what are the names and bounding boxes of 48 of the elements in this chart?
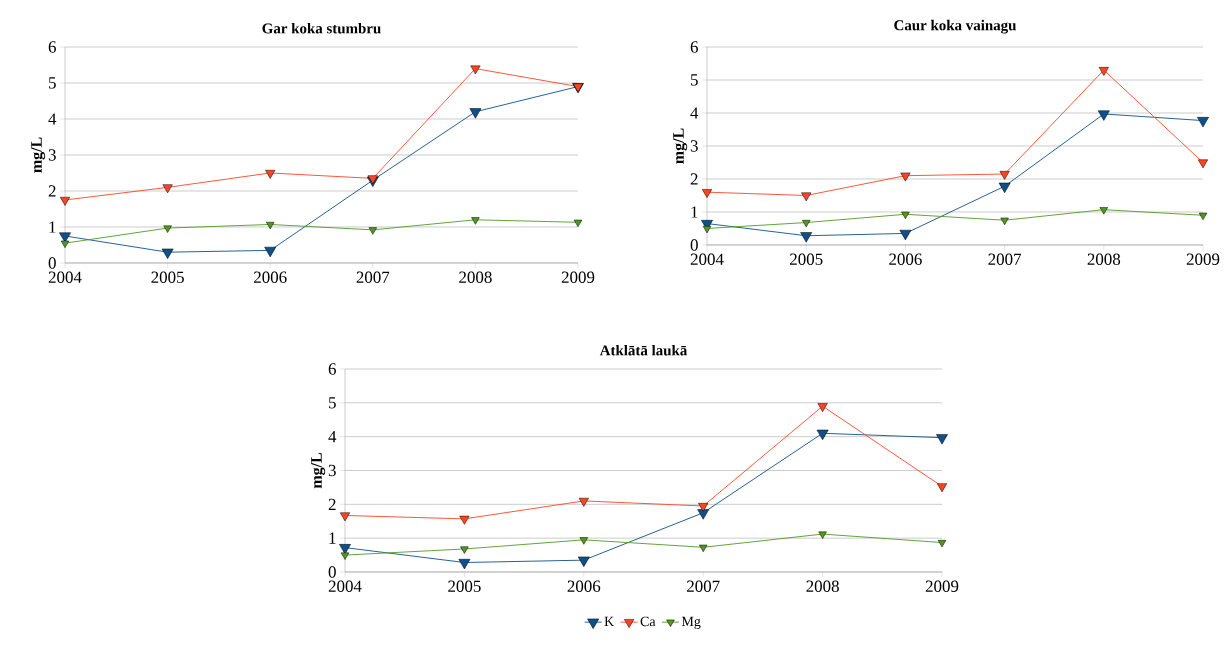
y-tick-label: 0 bbox=[690, 239, 698, 251]
y-tick-label: 6 bbox=[48, 41, 56, 53]
y-tick-label: 5 bbox=[691, 74, 698, 86]
y-tick-label: 1 bbox=[691, 206, 698, 218]
x-tick-label: 2007 bbox=[356, 271, 390, 283]
y-tick-label: 2 bbox=[328, 498, 336, 510]
x-tick-label: 2004 bbox=[328, 580, 362, 592]
y-tick-label: 2 bbox=[48, 185, 56, 197]
y-axis-title: mg/L bbox=[673, 128, 688, 164]
x-tick-label: 2008 bbox=[806, 580, 839, 592]
y-axis-title: mg/L bbox=[31, 137, 46, 173]
x-tick-label: 2006 bbox=[889, 253, 922, 265]
x-tick-label: 2005 bbox=[790, 253, 823, 265]
y-tick-label: 3 bbox=[328, 464, 336, 477]
x-tick-label: 2009 bbox=[1186, 253, 1220, 265]
x-tick-label: 2008 bbox=[459, 271, 492, 283]
x-tick-label: 2009 bbox=[925, 580, 959, 592]
y-tick-label: 2 bbox=[690, 173, 698, 185]
y-tick-label: 1 bbox=[49, 221, 56, 233]
legend-label: Ca bbox=[640, 616, 656, 627]
y-tick-label: 0 bbox=[328, 566, 336, 578]
legend-label: Mg bbox=[681, 616, 701, 629]
y-tick-label: 5 bbox=[49, 77, 56, 89]
x-tick-label: 2006 bbox=[567, 580, 601, 592]
chart-title: Atklātā laukā bbox=[599, 344, 688, 356]
x-tick-label: 2007 bbox=[988, 253, 1022, 265]
x-tick-label: 2004 bbox=[48, 271, 82, 283]
x-tick-label: 2005 bbox=[448, 580, 481, 592]
y-tick-label: 4 bbox=[690, 107, 699, 119]
y-tick-label: 3 bbox=[690, 140, 698, 152]
y-axis-title: mg/L bbox=[311, 452, 326, 489]
x-tick-label: 2008 bbox=[1087, 253, 1121, 265]
x-tick-label: 2007 bbox=[687, 580, 720, 592]
y-tick-label: 6 bbox=[690, 41, 698, 53]
x-tick-label: 2006 bbox=[254, 271, 287, 283]
legend-label: K bbox=[604, 616, 615, 626]
y-tick-label: 6 bbox=[328, 363, 336, 375]
y-tick-label: 0 bbox=[48, 257, 56, 269]
y-tick-label: 3 bbox=[48, 149, 56, 161]
y-tick-label: 5 bbox=[329, 397, 336, 409]
x-tick-label: 2005 bbox=[151, 271, 184, 283]
chart-title: Gar koka stumbru bbox=[262, 22, 381, 34]
x-tick-label: 2009 bbox=[561, 271, 595, 283]
chart-title: Caur koka vainagu bbox=[894, 19, 1017, 34]
y-tick-label: 4 bbox=[48, 113, 57, 125]
x-tick-label: 2004 bbox=[690, 253, 724, 265]
y-tick-label: 1 bbox=[329, 532, 336, 544]
y-tick-label: 4 bbox=[328, 431, 337, 443]
